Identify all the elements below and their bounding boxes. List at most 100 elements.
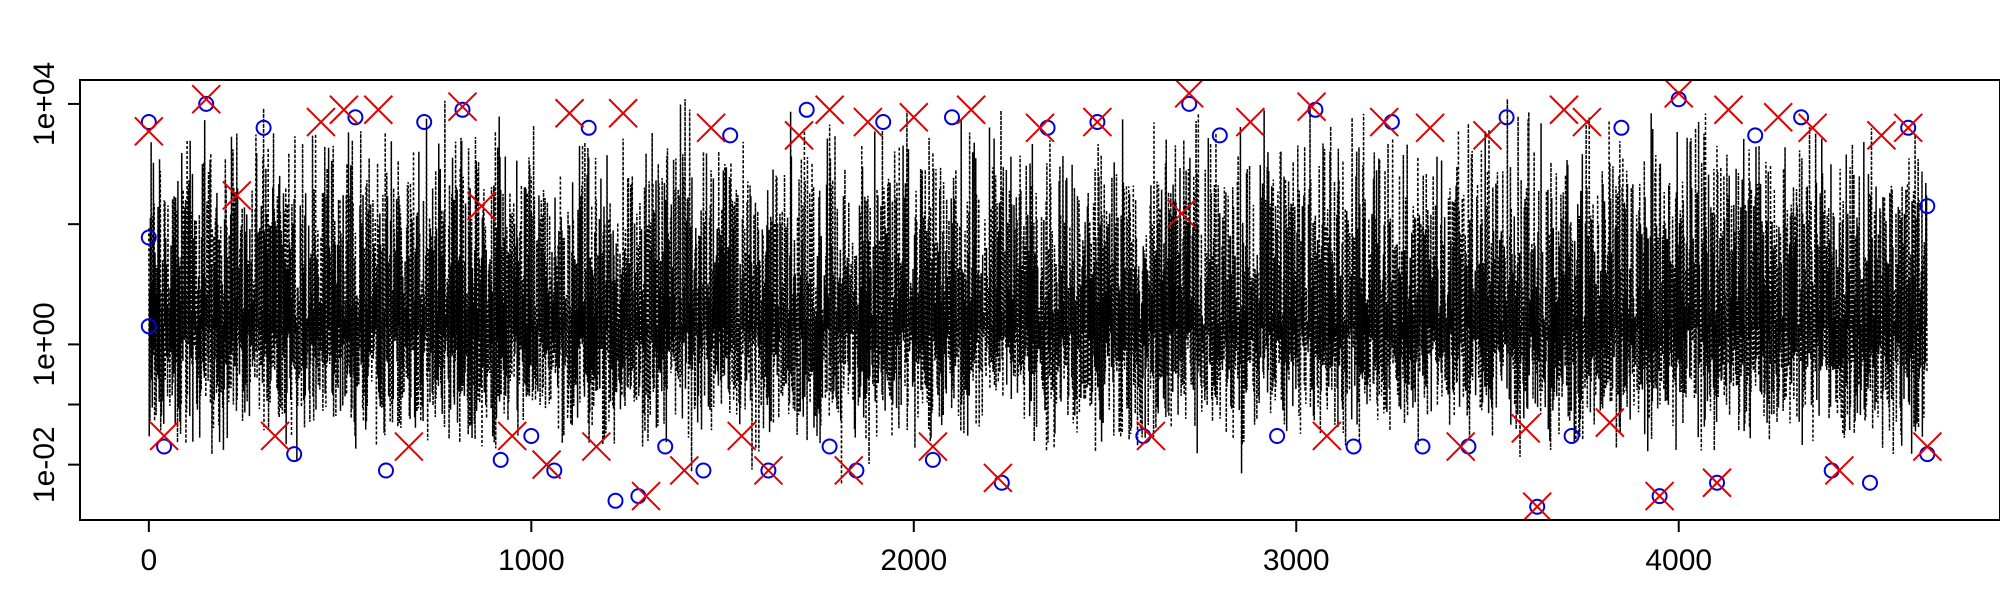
x-tick-label: 2000 [880,544,947,577]
circle-marker [1563,428,1580,444]
circle-marker [286,446,303,463]
x-tick-label: 1000 [498,544,565,577]
circle-marker [140,229,157,246]
circle-marker [1709,474,1725,491]
x-marker [447,91,478,122]
data-line-segment [721,110,915,485]
circle-marker [198,95,215,112]
x-marker [363,95,394,125]
y-tick-label: 1e+04 [28,62,61,146]
x-marker [899,102,929,132]
x-tick-label: 0 [141,544,158,577]
circle-marker [1862,474,1878,491]
y-tick-label: 1e-02 [28,426,61,503]
x-marker [918,431,948,462]
x-marker [1166,198,1197,229]
x-marker [1824,455,1855,486]
x-marker [1866,120,1897,151]
circle-marker [1211,127,1228,144]
x-marker [753,455,784,486]
x-marker [1511,413,1541,444]
x-marker [1797,113,1828,143]
circle-marker [607,492,624,509]
x-marker [1369,107,1399,137]
x-marker [1312,421,1342,451]
x-marker [497,421,527,451]
x-marker [1713,95,1744,125]
data-line-segment [339,100,533,449]
x-marker [134,116,164,147]
x-marker [1446,431,1476,462]
x-marker [531,449,562,480]
x-marker [554,98,585,128]
x-marker [1296,91,1327,122]
circle-marker [255,119,272,136]
circle-marker [523,428,540,444]
x-tick-label: 4000 [1645,544,1712,577]
data-line-segment [1677,113,1871,451]
x-marker [1549,95,1579,125]
x-marker [222,180,252,211]
circle-marker [492,451,509,468]
x-marker [1702,468,1732,498]
circle-marker [140,318,157,335]
circle-marker [347,109,364,126]
x-marker [466,191,497,221]
data-line-segment [1869,128,1928,454]
circle-marker-layer [140,91,1936,515]
x-marker [1664,80,1694,109]
x-marker [1472,120,1503,151]
circle-marker [1089,114,1106,130]
x-marker [784,120,814,151]
x-marker-layer [134,80,1943,520]
data-line-layer [148,99,1928,485]
x-marker [1763,102,1793,132]
x-marker [329,95,359,125]
x-axis: 0 1000 2000 3000 4000 [141,520,1712,577]
x-marker [1893,113,1923,143]
data-line-segment [1295,106,1489,446]
x-marker [581,431,612,462]
x-marker [1235,107,1266,137]
circle-marker [1529,498,1546,515]
circle-marker [140,114,157,130]
circle-marker [1181,95,1198,112]
x-marker [260,421,290,451]
x-marker [1644,481,1675,511]
circle-marker [1747,127,1764,144]
x-marker [853,107,883,137]
x-marker [834,455,864,486]
x-marker [1136,421,1166,451]
x-marker [1595,407,1625,438]
x-marker [956,95,986,125]
circle-marker [156,438,173,455]
circle-marker [1414,438,1431,455]
circle-marker [454,101,471,118]
x-marker [1082,107,1113,137]
circle-marker [944,109,960,126]
circle-marker [580,119,597,136]
x-marker [306,107,336,137]
circle-marker [546,462,563,479]
circle-marker [378,462,394,479]
x-marker [726,421,757,451]
x-marker [983,463,1013,493]
data-line-segment [148,108,341,461]
circle-marker [1269,428,1286,444]
data-line-segment [1486,99,1680,458]
data-line-segment [913,110,1106,452]
circle-marker [821,438,838,455]
x-marker [814,95,845,125]
circle-marker [875,114,892,130]
x-marker [1522,491,1552,520]
circle-marker [1651,488,1668,505]
x-tick-label: 3000 [1263,544,1330,577]
x-marker [631,481,661,511]
circle-marker [760,462,777,479]
x-marker [669,455,700,486]
circle-marker [1345,438,1362,455]
x-marker [608,98,638,128]
circle-marker [722,127,739,144]
plot-area [134,80,1943,520]
